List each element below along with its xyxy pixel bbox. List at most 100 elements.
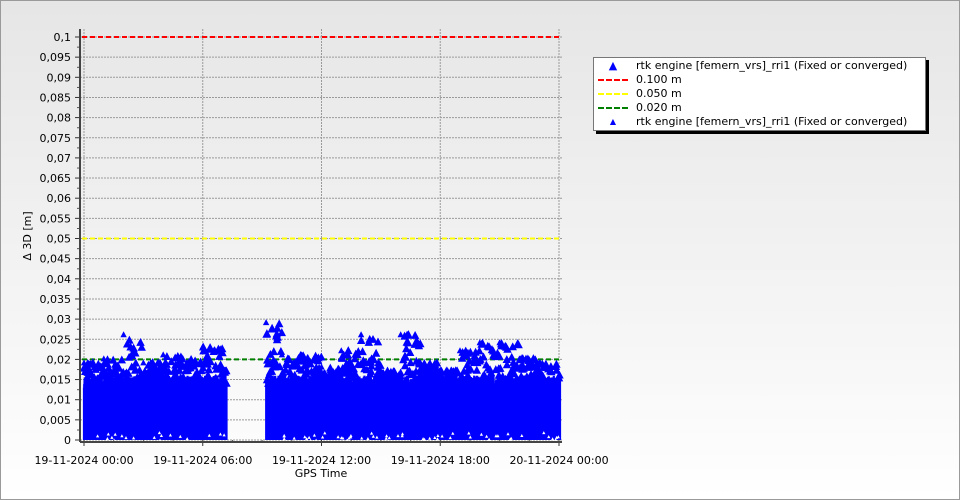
data-point-gap [440,434,444,438]
data-point-gap [436,434,440,437]
data-point-peak [516,355,523,362]
data-point-peak [160,351,167,358]
data-point-gap [468,435,472,439]
y-tick-label: 0,03 [47,313,72,326]
data-point-gap [168,433,172,437]
data-point-peak [298,351,305,358]
data-point-gap [542,431,546,435]
y-axis-label: Δ 3D [m] [21,211,34,260]
data-point-gap [336,435,340,439]
y-tick-label: 0,025 [40,333,72,346]
y-tick-label: 0,09 [47,71,72,84]
data-point-peak [100,355,107,362]
data-point-peak [496,339,503,346]
y-tick-label: 0,015 [40,374,72,387]
x-tick-label: 20-11-2024 00:00 [509,454,608,467]
x-tick-label: 19-11-2024 12:00 [272,454,371,467]
data-point-gap [551,437,555,441]
data-point-gap [384,436,388,440]
data-point-gap [321,435,325,439]
y-tick-label: 0,02 [47,353,72,366]
data-point-gap [339,436,343,440]
data-point-gap [547,435,551,439]
data-point-gap [451,431,455,435]
data-point-gap [312,433,316,437]
data-point-gap [282,437,286,441]
data-point-gap [349,434,353,437]
data-point-gap [292,436,296,440]
data-point-gap [305,437,309,441]
y-tick-label: 0,005 [40,414,72,427]
data-point-peak [278,351,286,358]
legend-label: 0.020 m [636,101,682,114]
yellow-dash-icon [598,87,628,101]
data-point-gap [428,436,432,440]
data-point-gap [487,437,491,441]
data-point-peak [456,347,464,354]
data-point-peak [262,319,270,326]
data-point-gap [422,437,427,441]
triangle-marker-icon: ▲ [608,59,618,72]
data-point-gap [207,433,211,437]
data-point-peak [338,347,345,354]
data-point-gap [347,436,351,440]
data-point-gap [370,431,374,435]
data-point-gap [479,432,483,436]
series-points-cloud [79,319,564,440]
data-point-gap [307,435,311,439]
y-tick-label: 0,06 [47,192,72,205]
green-dash-icon [598,101,628,115]
x-tick-label: 19-11-2024 18:00 [391,454,490,467]
data-point-gap [385,434,389,438]
data-point-gap [433,436,437,439]
y-tick-label: 0,07 [47,152,72,165]
data-point-gap [323,431,327,435]
data-point-gap [520,434,524,437]
legend-label: 0.100 m [636,73,682,86]
data-point-gap [152,435,156,439]
data-point-gap [303,435,307,439]
data-point-gap [400,432,405,436]
data-point-gap [120,434,124,438]
data-point-peak [179,355,187,362]
data-point-peak [437,367,444,374]
data-point-gap [400,434,404,438]
data-point-gap [375,435,379,439]
data-point-gap [448,436,452,440]
legend: ▲ rtk engine [femern_vrs]_rri1 (Fixed or… [593,57,926,131]
data-point-gap [96,434,100,438]
data-point-peak [318,363,325,370]
data-point-gap [159,434,163,437]
data-point-peak [140,359,147,366]
data-point-peak [219,367,226,374]
data-point-gap [554,438,558,441]
y-tick-label: 0,075 [40,132,72,145]
data-point-gap [349,435,353,439]
x-axis-label: GPS Time [295,467,348,480]
data-point-gap [346,438,350,442]
data-point-peak [357,331,365,338]
data-point-gap [506,432,510,436]
y-tick-label: 0,085 [40,91,72,104]
x-tick-label: 19-11-2024 06:00 [153,454,252,467]
data-point-gap [185,437,189,441]
data-point-peak [120,331,127,338]
data-point-gap [555,435,559,439]
data-point-gap [467,431,471,435]
legend-label: rtk engine [femern_vrs]_rri1 (Fixed or c… [636,59,908,72]
data-point-gap [132,436,136,440]
legend-label: 0.050 m [636,87,682,100]
legend-label: rtk engine [femern_vrs]_rri1 (Fixed or c… [636,115,908,128]
y-tick-label: 0,01 [47,394,72,407]
y-tick-label: 0,1 [54,31,72,44]
triangle-marker-icon: ▲ [609,117,617,126]
data-point-gap [158,438,162,442]
data-point-peak [417,359,424,366]
data-point-gap [106,432,110,436]
y-tick-label: 0,065 [40,172,72,185]
data-point-gap [371,434,375,438]
y-tick-label: 0,055 [40,212,72,225]
data-point-peak [476,339,483,346]
y-tick-label: 0,035 [40,293,72,306]
data-point-gap [314,438,318,442]
